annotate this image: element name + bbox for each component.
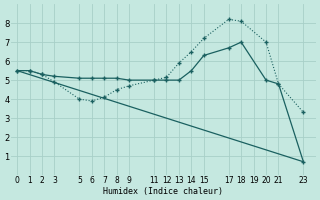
X-axis label: Humidex (Indice chaleur): Humidex (Indice chaleur) — [103, 187, 223, 196]
